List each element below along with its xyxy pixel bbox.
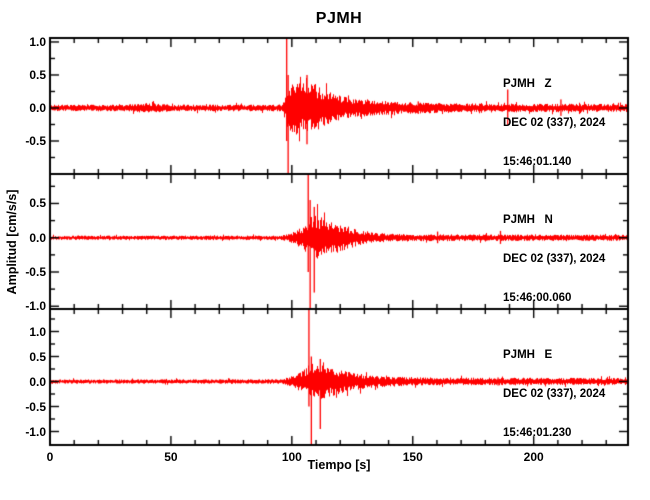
y-tick-label: -1.0	[25, 299, 46, 314]
x-tick-label: 0	[46, 450, 54, 464]
y-tick-label: 0.5	[29, 67, 46, 82]
station-channel-label: PJMH Z	[503, 78, 552, 90]
x-axis-title: Tiempo [s]	[307, 458, 371, 472]
y-tick-label: -1.0	[25, 424, 46, 439]
x-tick-label: 100	[281, 450, 302, 464]
date-label: DEC 02 (337), 2024	[503, 388, 606, 400]
y-tick-label: 0.0	[29, 374, 46, 389]
x-tick-label: 150	[402, 450, 423, 464]
date-label: DEC 02 (337), 2024	[503, 117, 606, 129]
y-tick-label: 1.0	[29, 34, 46, 49]
y-tick-label: 0.0	[29, 100, 46, 115]
station-channel-label: PJMH E	[503, 349, 553, 361]
trace-annotation-n: PJMH N DEC 02 (337), 2024 15:46:00.060	[503, 188, 605, 331]
station-channel-label: PJMH N	[503, 214, 553, 226]
y-tick-label: 0.5	[29, 196, 46, 211]
y-tick-label: 1.0	[29, 324, 46, 339]
y-tick-label: 0.0	[29, 230, 46, 245]
trace-annotation-z: PJMH Z DEC 02 (337), 2024 15:46:01.140	[503, 52, 605, 195]
y-tick-label: 0.5	[29, 349, 46, 364]
y-tick-label: -0.5	[25, 133, 46, 148]
start-time-label: 15:46:01.230	[503, 427, 572, 439]
date-label: DEC 02 (337), 2024	[503, 253, 606, 265]
trace-annotation-e: PJMH E DEC 02 (337), 2024 15:46:01.230	[503, 323, 605, 466]
y-tick-label: -0.5	[25, 264, 46, 279]
x-tick-label: 200	[523, 450, 544, 464]
y-tick-label: -0.5	[25, 399, 46, 414]
x-tick-label: 50	[164, 450, 178, 464]
start-time-label: 15:46:00.060	[503, 292, 572, 304]
start-time-label: 15:46:01.140	[503, 156, 572, 168]
